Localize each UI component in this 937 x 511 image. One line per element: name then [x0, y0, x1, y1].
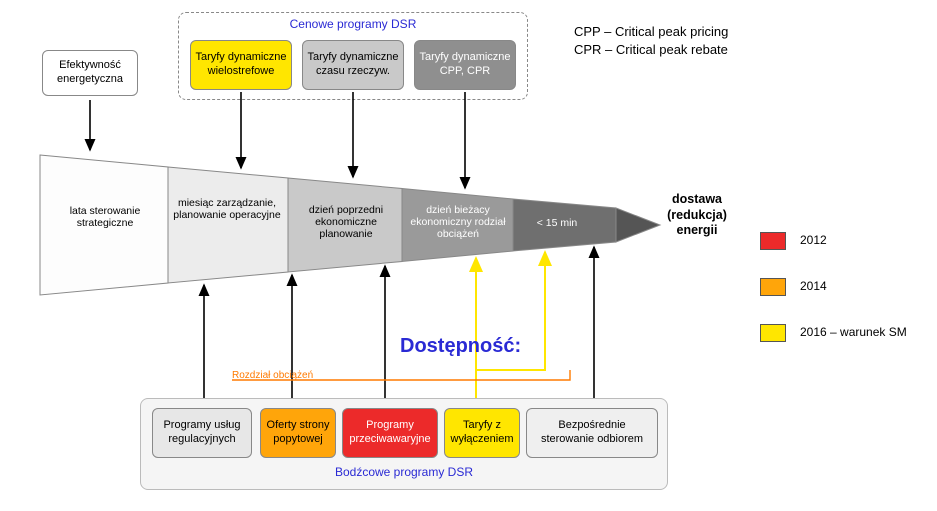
seg-dzien-poprzedni: dzień poprzedni ekonomiczne planowanie [292, 204, 400, 240]
box-taryfy-wylaczenie: Taryfy z wyłączeniem [444, 408, 520, 458]
box-bezposrednie-sterowanie: Bezpośrednie sterowanie odbiorem [526, 408, 658, 458]
box-taryfy-wielostrefowe: Taryfy dynamiczne wielostrefowe [190, 40, 292, 90]
box-programy-regulacyjne: Programy usług regulacyjnych [152, 408, 252, 458]
box-oferty-popytowe: Oferty strony popytowej [260, 408, 336, 458]
legend-2014: 2014 [800, 279, 827, 293]
legend-2016: 2016 – warunek SM [800, 325, 907, 339]
funnel-end-label: dostawa (redukcja) energii [652, 192, 742, 239]
seg-miesiac: miesiąc zarządzanie, planowanie operacyj… [172, 197, 282, 221]
legend-sq-2014 [760, 278, 786, 296]
group-cenowe-title: Cenowe programy DSR [179, 17, 527, 31]
availability-sub: Rozdział obciążeń [232, 370, 313, 381]
abbrev-cpr: CPR – Critical peak rebate [574, 42, 904, 57]
legend-sq-2016 [760, 324, 786, 342]
abbrev-cpp: CPP – Critical peak pricing [574, 24, 904, 39]
seg-lata: lata sterowanie strategiczne [50, 205, 160, 229]
legend-2012: 2012 [800, 233, 827, 247]
box-taryfy-cpp-cpr: Taryfy dynamiczne CPP, CPR [414, 40, 516, 90]
availability-title: Dostępność: [400, 335, 521, 358]
box-taryfy-czasu-rzeczyw: Taryfy dynamiczne czasu rzeczyw. [302, 40, 404, 90]
box-programy-przeciwawaryjne: Programy przeciwawaryjne [342, 408, 438, 458]
seg-15min: < 15 min [522, 217, 592, 229]
seg-dzien-biezacy: dzień bieżacy ekonomiczny rodział obciąż… [406, 204, 510, 240]
box-efektywnosc: Efektywność energetyczna [42, 50, 138, 96]
group-bodzcowe-title: Bodźcowe programy DSR [141, 465, 667, 479]
legend-sq-2012 [760, 232, 786, 250]
